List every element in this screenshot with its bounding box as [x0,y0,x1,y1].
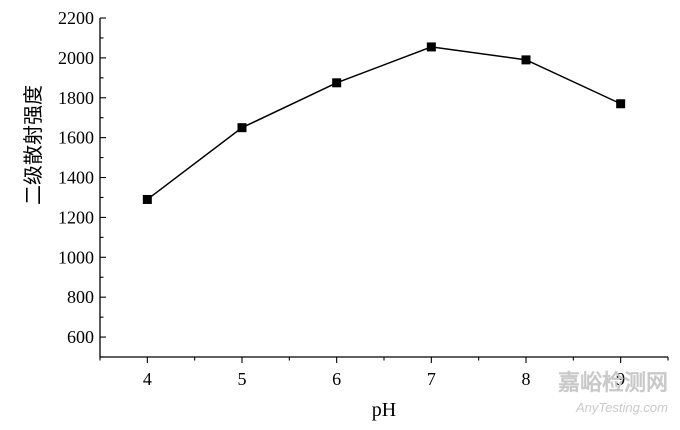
x-axis-title: pH [372,399,396,421]
series-line [146,46,621,201]
x-tick-label: 9 [616,369,625,389]
watermark: 嘉峪检测网 AnyTesting.com [558,370,668,415]
x-tick-label: 8 [522,369,531,389]
data-point-marker [521,55,531,65]
y-tick-label: 600 [67,327,94,347]
y-tick-label: 1200 [58,207,94,227]
y-tick-label: 2000 [58,48,94,68]
watermark-name: 嘉峪检测网 [558,370,668,396]
data-point-marker [616,99,626,109]
data-point-marker [237,123,247,133]
axes [99,18,668,358]
x-tick-label: 7 [427,369,436,389]
y-tick-label: 1400 [58,168,94,188]
data-point-marker [426,42,436,52]
series-layer [142,42,626,204]
x-ticks: 4 5 6 7 8 9 [99,357,669,389]
y-tick-label: 800 [67,287,94,307]
y-ticks: 600 800 1000 1200 1400 1600 1800 2000 2200 [58,8,106,358]
data-point-marker [142,194,152,204]
y-axis-title: 二级散射强度 [21,85,45,205]
x-tick-label: 5 [238,369,247,389]
y-tick-label: 1600 [58,128,94,148]
y-tick-label: 1000 [58,247,94,267]
watermark-url: AnyTesting.com [575,400,668,415]
x-tick-label: 6 [332,369,341,389]
data-point-marker [332,78,342,88]
y-tick-label: 2200 [58,8,94,28]
y-tick-label: 1800 [58,88,94,108]
x-tick-label: 4 [143,369,152,389]
